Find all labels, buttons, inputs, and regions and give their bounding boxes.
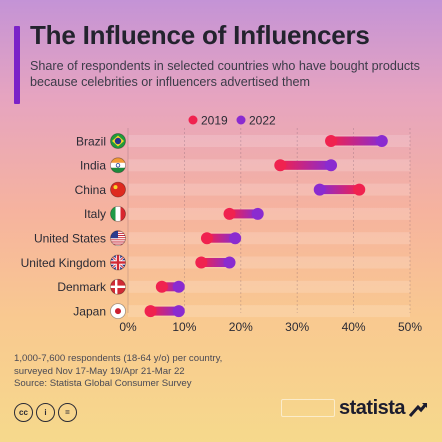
x-tick-label: 50% (398, 320, 422, 334)
chart-row: Italy (84, 207, 264, 221)
chart-title: The Influence of Influencers (30, 20, 370, 50)
point-2019 (155, 280, 168, 293)
legend: 2019 2022 (188, 114, 276, 128)
footnote-respondents: 1,000-7,600 respondents (18-64 y/o) per … (14, 353, 223, 364)
x-tick-label: 20% (229, 320, 253, 334)
category-label: United Kingdom (21, 256, 106, 270)
row-band (128, 159, 410, 172)
row-band (128, 207, 410, 220)
range-bar (161, 282, 179, 292)
legend-marker-2022 (236, 115, 246, 125)
legend-marker-2019 (188, 115, 198, 125)
x-tick-label: 0% (119, 320, 137, 334)
row-band (128, 256, 410, 269)
no-derivatives-icon[interactable]: = (58, 403, 77, 422)
point-2019 (274, 159, 287, 172)
category-label: Denmark (57, 280, 107, 294)
point-2022 (251, 207, 264, 220)
range-bar (280, 160, 332, 170)
attribution-icon[interactable]: i (36, 403, 55, 422)
footnote-source: Source: Statista Global Consumer Survey (14, 378, 192, 389)
statista-logo[interactable]: statista (339, 397, 406, 419)
row-band (128, 183, 410, 196)
point-2022 (223, 256, 236, 269)
row-band (128, 305, 410, 318)
title-accent-bar (14, 26, 20, 104)
range-bar (150, 306, 179, 316)
x-tick-label: 30% (285, 320, 309, 334)
x-tick-label: 10% (172, 320, 196, 334)
row-band (128, 232, 410, 245)
category-label: India (80, 159, 106, 173)
point-2019 (223, 207, 236, 220)
point-2022 (325, 159, 338, 172)
china-flag-icon (110, 181, 126, 198)
category-label: Brazil (76, 134, 106, 148)
range-bar (229, 209, 258, 219)
range-bar (206, 233, 236, 243)
legend-label-2022: 2022 (249, 114, 276, 128)
india-flag-icon (110, 157, 126, 174)
japan-flag-icon (110, 303, 126, 320)
point-2022 (172, 280, 185, 293)
point-2022 (313, 183, 326, 196)
statista-logo-icon (408, 403, 428, 417)
uk-flag-icon (110, 254, 126, 271)
legend-label-2019: 2019 (201, 114, 228, 128)
range-bar (331, 136, 382, 146)
chart-subtitle: Share of respondents in selected countri… (30, 59, 420, 89)
watermark-box (281, 399, 335, 417)
italy-flag-icon (110, 205, 126, 222)
category-label: Italy (84, 207, 106, 221)
range-bar (319, 185, 360, 195)
point-2022 (375, 135, 388, 147)
brazil-flag-icon (110, 133, 126, 149)
x-tick-label: 40% (342, 320, 366, 334)
point-2022 (229, 232, 242, 245)
category-label: United States (34, 232, 106, 246)
point-2019 (353, 183, 366, 196)
chart-row: Japan (73, 304, 185, 318)
row-band (128, 280, 410, 293)
cc-license-icon[interactable]: cc (14, 403, 33, 422)
point-2019 (144, 305, 157, 318)
chart-row: United Kingdom (21, 256, 236, 270)
point-2019 (200, 232, 213, 245)
chart-row: India (80, 159, 338, 173)
point-2019 (325, 135, 338, 147)
footnote-survey-period: surveyed Nov 17-May 19/Apr 21-Mar 22 (14, 365, 185, 377)
license-icons: cc i = (14, 403, 77, 423)
denmark-flag-icon (110, 278, 126, 295)
us-flag-icon (110, 230, 126, 247)
range-bar (201, 258, 230, 267)
point-2022 (172, 305, 185, 318)
chart-row: Brazil (76, 134, 388, 148)
point-2019 (195, 256, 208, 269)
footnote: 1,000-7,600 respondents (18-64 y/o) per … (14, 353, 314, 391)
category-label: China (75, 183, 107, 197)
category-label: Japan (73, 304, 106, 318)
chart-row: United States (34, 232, 242, 246)
chart-row: China (75, 183, 366, 197)
chart-row: Denmark (57, 280, 185, 294)
